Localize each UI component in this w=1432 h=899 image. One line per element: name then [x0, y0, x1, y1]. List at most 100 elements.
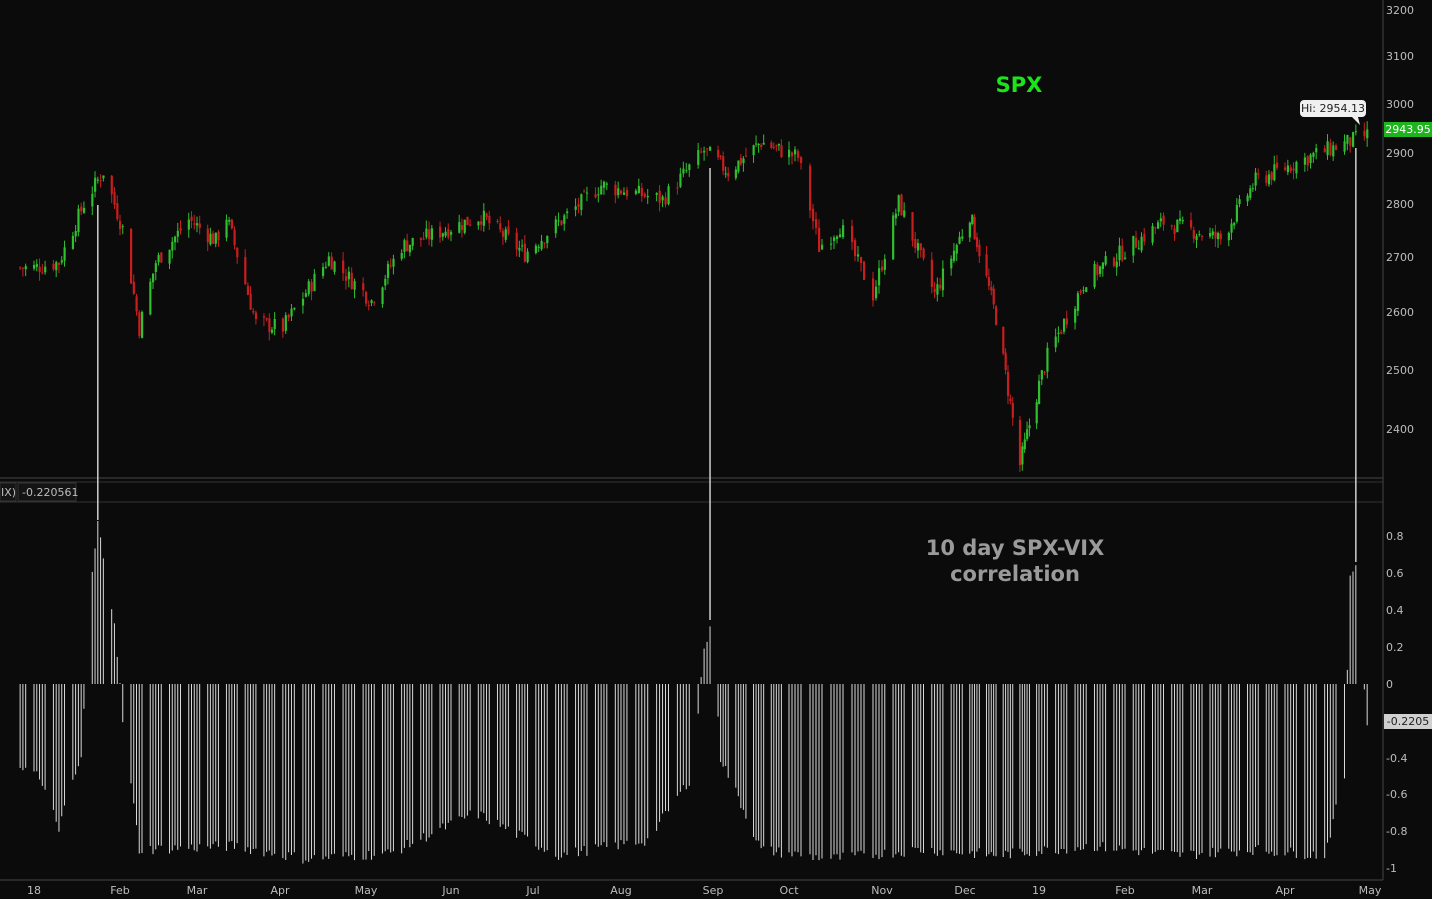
candle-body [836, 236, 839, 240]
price-tick-label: 3100 [1386, 50, 1414, 63]
candle-body [324, 266, 328, 268]
candle-body [1227, 232, 1230, 241]
candle-body [622, 192, 626, 195]
candle-body [330, 256, 333, 270]
candle-body [1309, 154, 1312, 164]
candle-body [501, 230, 505, 237]
candle-body [557, 220, 560, 222]
candle-body [80, 206, 83, 212]
correlation-title-line1: 10 day SPX-VIX [926, 536, 1105, 560]
x-tick-label: Nov [871, 884, 893, 897]
candle-body [24, 266, 27, 270]
candle-body [187, 219, 190, 230]
candle-body [724, 173, 727, 175]
candle-body [709, 146, 712, 151]
candle-body [1082, 290, 1085, 292]
candle-body [620, 190, 623, 194]
candle-body [293, 307, 296, 310]
candle-body [894, 213, 898, 219]
x-tick-label: 19 [1032, 884, 1046, 897]
candle-body [1312, 152, 1315, 157]
candle-body [818, 227, 821, 252]
candle-body [1214, 231, 1217, 239]
candle-body [1132, 235, 1135, 256]
candle-body [985, 254, 988, 276]
candle-body [1192, 230, 1195, 239]
candle-body [770, 142, 773, 148]
x-tick-label: Dec [954, 884, 975, 897]
candle-body [119, 220, 122, 230]
candle-body [290, 308, 293, 317]
candle-body [737, 160, 740, 172]
candle-body [1176, 219, 1179, 233]
corr-tick-label: 0 [1386, 678, 1393, 691]
candle-body [752, 145, 755, 156]
candle-body [1195, 236, 1198, 241]
candle-body [1335, 145, 1338, 151]
candle-body [634, 190, 638, 194]
candle-body [411, 238, 414, 246]
candle-body [554, 219, 557, 234]
candle-body [1352, 132, 1355, 147]
candle-body [646, 196, 649, 198]
candle-body [52, 263, 55, 270]
candle-body [546, 236, 549, 244]
candle-body [41, 272, 44, 274]
candle-body [1233, 222, 1236, 226]
candle-body [1057, 332, 1060, 335]
candle-body [342, 260, 345, 274]
candle-body [1181, 220, 1184, 222]
candle-body [262, 316, 266, 318]
candle-body [742, 158, 745, 164]
candle-body [1363, 130, 1366, 137]
candle-body [301, 298, 305, 306]
candle-body [523, 243, 526, 262]
price-tick-label: 2400 [1386, 423, 1414, 436]
candle-body [952, 250, 956, 261]
candle-body [313, 273, 316, 291]
candle-body [160, 252, 163, 263]
candle-body [1104, 256, 1107, 265]
candle-body [113, 192, 116, 205]
candle-body [540, 240, 543, 250]
corr-tick-label: 0.8 [1386, 530, 1404, 543]
candle-body [794, 149, 797, 155]
candle-body [496, 220, 499, 223]
candle-body [775, 145, 778, 147]
candle-body [1270, 172, 1273, 180]
candle-body [1289, 167, 1292, 172]
correlation-panel [19, 520, 1368, 864]
candle-body [780, 145, 783, 158]
candle-body [933, 288, 936, 293]
candle-body [916, 243, 920, 251]
candle-body [797, 151, 800, 158]
candle-body [560, 220, 563, 225]
candle-body [1099, 266, 1102, 274]
candle-body [458, 222, 461, 233]
candle-body [365, 291, 368, 304]
candle-body [914, 238, 917, 249]
candle-body [244, 256, 247, 285]
candle-body [600, 185, 603, 195]
candle-body [1326, 141, 1329, 156]
x-tick-label: 18 [27, 884, 41, 897]
candle-body [480, 221, 483, 225]
candle-body [1286, 165, 1290, 173]
study-name-box[interactable] [0, 482, 17, 502]
candle-body [209, 233, 212, 245]
candle-body [507, 226, 510, 234]
hi-bubble-label: Hi: 2954.13 [1301, 102, 1365, 115]
candle-body [370, 300, 373, 304]
candle-body [1329, 142, 1332, 156]
x-axis: 18 Feb Mar Apr May Jun Jul Aug Sep Oct N… [27, 884, 1382, 897]
candle-body [566, 211, 569, 214]
candle-body [425, 228, 428, 238]
candle-body [987, 277, 991, 286]
candle-body [1085, 287, 1088, 292]
candle-body [1246, 195, 1249, 202]
candle-body [171, 241, 174, 251]
candle-body [57, 262, 61, 265]
candle-body [1006, 371, 1010, 396]
candle-body [408, 244, 412, 253]
